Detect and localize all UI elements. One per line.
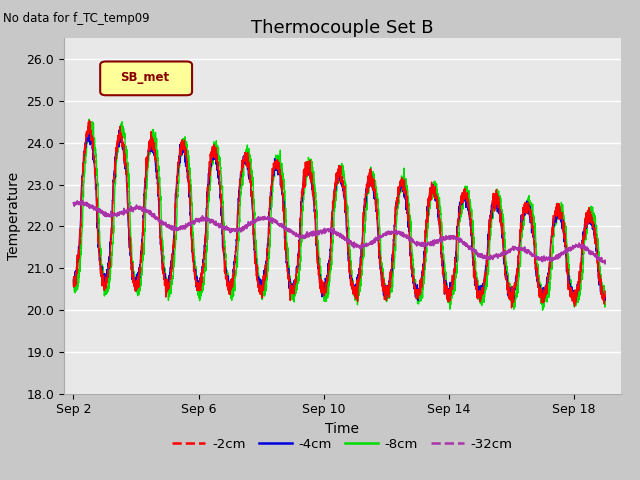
Legend: -2cm, -4cm, -8cm, -32cm: -2cm, -4cm, -8cm, -32cm <box>167 432 518 456</box>
X-axis label: Time: Time <box>325 422 360 436</box>
Y-axis label: Temperature: Temperature <box>7 172 21 260</box>
FancyBboxPatch shape <box>100 61 192 95</box>
Title: Thermocouple Set B: Thermocouple Set B <box>251 19 434 37</box>
Text: No data for f_TC_temp09: No data for f_TC_temp09 <box>3 12 150 25</box>
Text: SB_met: SB_met <box>120 71 170 84</box>
